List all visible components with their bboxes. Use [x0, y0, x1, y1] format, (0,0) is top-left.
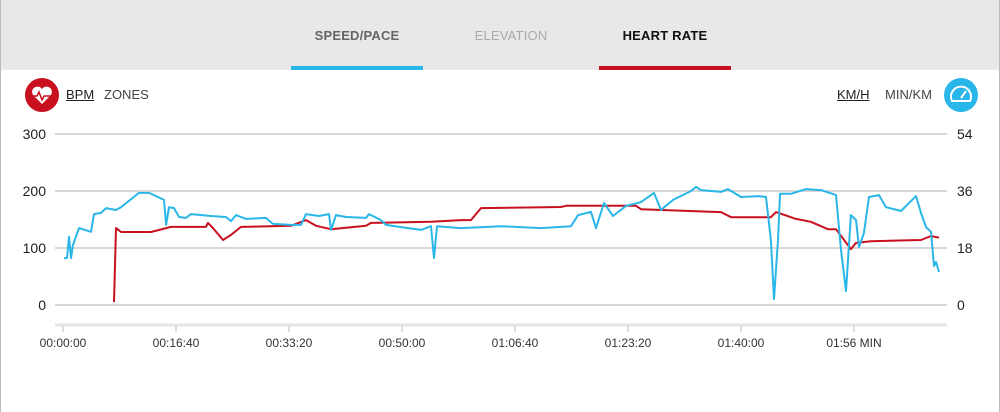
min-km-unit-toggle[interactable]: MIN/KM: [885, 87, 932, 102]
left-axis-tick-label: 300: [23, 126, 47, 142]
right-axis-tick-label: 0: [957, 297, 965, 313]
tab-label: HEART RATE: [622, 28, 708, 43]
right-axis-tick-label: 36: [957, 183, 973, 199]
tab-underline: [599, 66, 731, 70]
heart-rate-series-line: [113, 204, 940, 303]
speed-series-line: [64, 185, 940, 300]
tab-label: ELEVATION: [474, 28, 548, 43]
x-axis-tick-label: 00:33:20: [266, 336, 313, 350]
tab-label: SPEED/PACE: [314, 28, 400, 43]
tab-elevation[interactable]: ELEVATION: [445, 28, 577, 43]
bpm-unit-toggle[interactable]: BPM: [66, 87, 95, 102]
tab-speed-pace[interactable]: SPEED/PACE: [291, 28, 423, 70]
x-axis-tick-label: 01:06:40: [492, 336, 539, 350]
x-axis-tick-label: 01:56 MIN: [826, 336, 881, 350]
x-axis-tick-label: 01:40:00: [718, 336, 765, 350]
zones-unit-toggle[interactable]: ZONES: [104, 87, 149, 102]
right-axis-tick-label: 18: [957, 240, 973, 256]
left-axis-tick-label: 200: [23, 183, 47, 199]
right-axis-tick-label: 54: [957, 126, 973, 142]
speedometer-icon: [944, 78, 978, 112]
x-axis-tick-label: 00:16:40: [153, 336, 200, 350]
x-axis-tick-label: 00:00:00: [40, 336, 87, 350]
heart-rate-icon: [25, 78, 59, 112]
tab-bar: SPEED/PACE ELEVATION HEART RATE: [1, 0, 999, 70]
tab-underline: [291, 66, 423, 70]
left-axis-tick-label: 100: [23, 240, 47, 256]
x-axis-tick-label: 00:50:00: [379, 336, 426, 350]
kmh-unit-toggle[interactable]: KM/H: [837, 87, 870, 102]
tab-heart-rate[interactable]: HEART RATE: [599, 28, 731, 70]
left-axis-tick-label: 0: [38, 297, 46, 313]
x-axis-tick-label: 01:23:20: [605, 336, 652, 350]
